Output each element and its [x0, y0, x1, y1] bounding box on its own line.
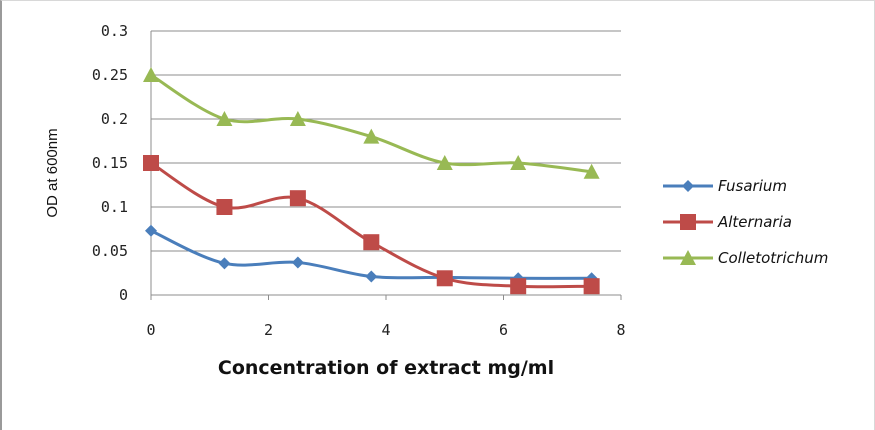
colletotrichum-data-point: [216, 111, 233, 126]
legend-alternaria-label: Alternaria: [717, 213, 792, 231]
legend-colletotrichum-marker: [680, 250, 696, 265]
fusarium-data-point: [365, 270, 378, 283]
x-tick-label: 6: [499, 321, 508, 339]
colletotrichum-data-point: [436, 155, 453, 170]
alternaria-data-point: [289, 190, 306, 207]
alternaria-line: [150, 161, 592, 289]
alternaria-data-point: [216, 199, 233, 215]
y-tick-label: 0: [119, 286, 128, 304]
colletotrichum-data-point: [510, 155, 527, 170]
series-lines: [150, 73, 592, 289]
y-tick-label: 0.25: [92, 66, 128, 84]
x-tick-label: 8: [616, 321, 625, 339]
x-tick-label: 2: [264, 321, 273, 339]
y-tick-label: 0.15: [92, 154, 128, 172]
alternaria-data-point: [363, 234, 380, 251]
colletotrichum-line: [150, 73, 592, 174]
legend-colletotrichum-label: Colletotrichum: [718, 249, 828, 267]
x-tick-label: 0: [146, 321, 155, 339]
alternaria-data-point: [510, 278, 527, 295]
y-tick-label: 0.2: [101, 110, 128, 128]
y-tick-labels: 0 0.05 0.1 0.15 0.2 0.25 0.3: [92, 22, 128, 304]
fusarium-data-point: [291, 256, 304, 269]
x-tick-labels: 0 2 4 6 8: [146, 321, 625, 339]
fusarium-data-point: [145, 224, 157, 237]
legend-alternaria-marker: [680, 214, 696, 230]
y-tick-label: 0.05: [92, 242, 128, 260]
x-axis-label: Concentration of extract mg/ml: [218, 357, 554, 379]
colletotrichum-data-point: [143, 67, 159, 82]
alternaria-data-point: [143, 155, 159, 171]
colletotrichum-data-point: [583, 163, 600, 179]
alternaria-data-point: [436, 270, 453, 287]
fusarium-data-point: [218, 257, 231, 270]
legend-fusarium-label: Fusarium: [718, 177, 787, 195]
colletotrichum-data-point: [363, 128, 380, 144]
y-tick-label: 0.3: [101, 22, 128, 40]
y-tick-label: 0.1: [101, 198, 128, 216]
x-tick-label: 4: [381, 321, 390, 339]
series-markers: [143, 67, 600, 295]
legend: Fusarium Alternaria Colletotrichum: [663, 177, 828, 267]
colletotrichum-data-point: [289, 111, 306, 126]
alternaria-data-point: [583, 278, 600, 295]
legend-fusarium-marker: [682, 180, 694, 192]
y-axis-label: OD at 600nm: [44, 128, 61, 217]
